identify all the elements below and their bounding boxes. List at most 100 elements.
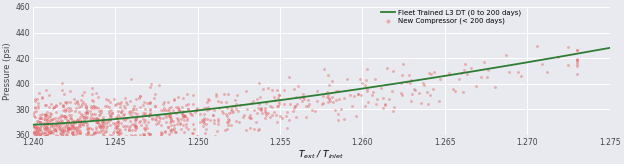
- New Compressor (< 200 days): [190, 111, 200, 114]
- New Compressor (< 200 days): [59, 126, 69, 128]
- New Compressor (< 200 days): [179, 141, 189, 144]
- New Compressor (< 200 days): [74, 126, 84, 129]
- New Compressor (< 200 days): [86, 150, 96, 152]
- New Compressor (< 200 days): [71, 107, 80, 110]
- New Compressor (< 200 days): [397, 73, 407, 76]
- New Compressor (< 200 days): [188, 102, 198, 105]
- New Compressor (< 200 days): [191, 109, 201, 111]
- New Compressor (< 200 days): [76, 131, 85, 134]
- New Compressor (< 200 days): [32, 131, 42, 133]
- New Compressor (< 200 days): [95, 112, 105, 115]
- New Compressor (< 200 days): [369, 91, 379, 94]
- New Compressor (< 200 days): [152, 114, 162, 117]
- New Compressor (< 200 days): [254, 103, 264, 105]
- New Compressor (< 200 days): [65, 141, 75, 144]
- New Compressor (< 200 days): [77, 94, 87, 97]
- New Compressor (< 200 days): [72, 145, 82, 148]
- New Compressor (< 200 days): [173, 95, 183, 98]
- New Compressor (< 200 days): [78, 100, 88, 103]
- New Compressor (< 200 days): [34, 139, 44, 142]
- New Compressor (< 200 days): [84, 138, 94, 140]
- New Compressor (< 200 days): [62, 131, 72, 133]
- New Compressor (< 200 days): [109, 155, 119, 157]
- New Compressor (< 200 days): [89, 104, 99, 107]
- New Compressor (< 200 days): [131, 126, 141, 129]
- New Compressor (< 200 days): [87, 93, 97, 96]
- New Compressor (< 200 days): [41, 123, 51, 125]
- New Compressor (< 200 days): [208, 114, 218, 117]
- New Compressor (< 200 days): [36, 156, 46, 159]
- New Compressor (< 200 days): [238, 114, 248, 117]
- New Compressor (< 200 days): [139, 135, 149, 137]
- New Compressor (< 200 days): [429, 88, 439, 91]
- New Compressor (< 200 days): [183, 108, 193, 110]
- New Compressor (< 200 days): [152, 122, 162, 124]
- New Compressor (< 200 days): [56, 113, 66, 116]
- New Compressor (< 200 days): [63, 125, 73, 127]
- New Compressor (< 200 days): [42, 128, 52, 130]
- New Compressor (< 200 days): [102, 99, 112, 101]
- New Compressor (< 200 days): [98, 125, 108, 128]
- New Compressor (< 200 days): [142, 127, 152, 129]
- New Compressor (< 200 days): [459, 68, 469, 71]
- New Compressor (< 200 days): [383, 67, 392, 69]
- New Compressor (< 200 days): [444, 72, 454, 75]
- New Compressor (< 200 days): [98, 132, 108, 134]
- New Compressor (< 200 days): [174, 147, 184, 149]
- New Compressor (< 200 days): [42, 117, 52, 120]
- New Compressor (< 200 days): [275, 94, 285, 96]
- New Compressor (< 200 days): [178, 96, 188, 99]
- New Compressor (< 200 days): [147, 140, 157, 143]
- New Compressor (< 200 days): [33, 106, 43, 109]
- New Compressor (< 200 days): [56, 133, 66, 135]
- New Compressor (< 200 days): [41, 131, 51, 134]
- New Compressor (< 200 days): [85, 110, 95, 113]
- New Compressor (< 200 days): [46, 130, 56, 133]
- New Compressor (< 200 days): [50, 128, 60, 131]
- New Compressor (< 200 days): [317, 103, 327, 106]
- New Compressor (< 200 days): [92, 157, 102, 160]
- New Compressor (< 200 days): [47, 130, 57, 132]
- New Compressor (< 200 days): [155, 158, 165, 161]
- New Compressor (< 200 days): [96, 125, 106, 128]
- New Compressor (< 200 days): [80, 143, 90, 145]
- New Compressor (< 200 days): [90, 147, 100, 150]
- New Compressor (< 200 days): [61, 144, 71, 146]
- New Compressor (< 200 days): [44, 106, 54, 109]
- New Compressor (< 200 days): [31, 126, 41, 129]
- New Compressor (< 200 days): [195, 121, 205, 123]
- New Compressor (< 200 days): [245, 127, 255, 130]
- New Compressor (< 200 days): [168, 139, 178, 142]
- New Compressor (< 200 days): [48, 145, 58, 148]
- New Compressor (< 200 days): [95, 126, 105, 128]
- New Compressor (< 200 days): [363, 68, 373, 70]
- New Compressor (< 200 days): [125, 125, 135, 128]
- New Compressor (< 200 days): [191, 109, 201, 112]
- New Compressor (< 200 days): [271, 120, 281, 123]
- New Compressor (< 200 days): [50, 116, 60, 119]
- New Compressor (< 200 days): [98, 150, 108, 152]
- New Compressor (< 200 days): [97, 126, 107, 129]
- New Compressor (< 200 days): [76, 123, 86, 125]
- New Compressor (< 200 days): [72, 152, 82, 154]
- New Compressor (< 200 days): [81, 121, 91, 123]
- New Compressor (< 200 days): [410, 89, 420, 91]
- New Compressor (< 200 days): [80, 137, 90, 139]
- New Compressor (< 200 days): [88, 117, 98, 120]
- New Compressor (< 200 days): [175, 122, 185, 124]
- New Compressor (< 200 days): [77, 103, 87, 105]
- New Compressor (< 200 days): [105, 119, 115, 122]
- New Compressor (< 200 days): [140, 112, 150, 115]
- New Compressor (< 200 days): [165, 117, 175, 120]
- New Compressor (< 200 days): [44, 144, 54, 147]
- New Compressor (< 200 days): [91, 131, 101, 133]
- New Compressor (< 200 days): [29, 138, 39, 140]
- New Compressor (< 200 days): [380, 104, 390, 106]
- New Compressor (< 200 days): [135, 94, 145, 97]
- New Compressor (< 200 days): [97, 118, 107, 121]
- New Compressor (< 200 days): [94, 145, 104, 147]
- New Compressor (< 200 days): [251, 98, 261, 101]
- New Compressor (< 200 days): [303, 104, 313, 107]
- New Compressor (< 200 days): [116, 111, 126, 113]
- New Compressor (< 200 days): [41, 114, 51, 116]
